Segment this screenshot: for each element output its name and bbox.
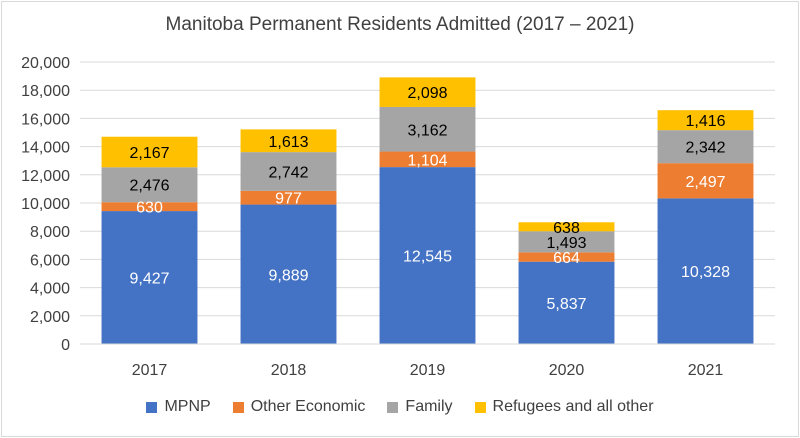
y-tick-label: 16,000	[21, 111, 70, 128]
data-label: 1,493	[546, 235, 586, 252]
legend: MPNP Other Economic Family Refugees and all…	[0, 398, 800, 416]
bar-segment	[518, 222, 615, 232]
y-tick-label: 2,000	[30, 309, 70, 326]
bar-segment	[101, 136, 198, 168]
bar-segment	[240, 204, 337, 344]
data-label: 630	[136, 200, 163, 217]
data-label: 2,098	[407, 85, 447, 102]
bar-segment	[240, 129, 337, 153]
legend-swatch	[146, 401, 158, 413]
y-tick-label: 12,000	[21, 168, 70, 185]
data-label: 3,162	[407, 122, 447, 139]
legend-label: Refugees and all other	[492, 398, 654, 415]
data-label: 5,837	[546, 296, 586, 313]
chart-title: Manitoba Permanent Residents Admitted (2…	[165, 14, 635, 35]
bar-segment	[240, 152, 337, 191]
data-label: 2,497	[685, 174, 725, 191]
bar-segment	[101, 202, 198, 212]
bar-segment	[657, 110, 754, 131]
data-label: 1,613	[268, 134, 308, 151]
y-tick-label: 10,000	[21, 196, 70, 213]
bar-segment	[101, 211, 198, 344]
data-label: 1,416	[685, 113, 725, 130]
data-label: 2,742	[268, 164, 308, 181]
y-tick-label: 14,000	[21, 140, 70, 157]
legend-label: Family	[405, 398, 453, 415]
x-tick-label: 2020	[549, 362, 585, 379]
data-label: 638	[553, 220, 580, 237]
y-tick-label: 6,000	[30, 252, 70, 269]
legend-item: Family	[387, 398, 453, 416]
bar-segment	[657, 198, 754, 344]
legend-item: MPNP	[146, 398, 211, 416]
legend-swatch	[387, 401, 399, 413]
legend-swatch	[474, 401, 486, 413]
bar-segment	[518, 252, 615, 262]
data-labels: 9,427 630 2,476 2,167 9,889 977 2,742 1,613 12,5…	[129, 85, 730, 313]
legend-item: Other Economic	[232, 398, 366, 416]
bar-segment	[379, 151, 476, 168]
x-tick-label: 2019	[410, 362, 446, 379]
bars	[101, 77, 754, 344]
y-tick-label: 20,000	[21, 55, 70, 72]
y-tick-label: 8,000	[30, 224, 70, 241]
axes: 0 2,000 4,000 6,000 8,000 10,000 12,000 14,000 1…	[21, 55, 775, 379]
x-tick-label: 2021	[688, 362, 724, 379]
legend-item: Refugees and all other	[474, 398, 654, 416]
data-label: 2,342	[685, 140, 725, 157]
bar-segment	[518, 261, 615, 344]
data-label: 12,545	[403, 249, 452, 266]
y-tick-label: 18,000	[21, 83, 70, 100]
data-label: 10,328	[681, 264, 730, 281]
data-label: 977	[275, 191, 302, 208]
x-tick-label: 2017	[132, 362, 168, 379]
bar-segment	[101, 167, 198, 203]
legend-swatch	[232, 401, 244, 413]
bar-segment	[657, 130, 754, 164]
data-label: 2,476	[129, 178, 169, 195]
bar-segment	[657, 163, 754, 199]
bar-segment	[518, 231, 615, 253]
bar-segment	[379, 77, 476, 107]
data-label: 1,104	[407, 152, 447, 169]
legend-label: Other Economic	[250, 398, 366, 415]
y-tick-label: 0	[61, 337, 70, 354]
data-label: 2,167	[129, 145, 169, 162]
bar-segment	[379, 167, 476, 344]
x-tick-label: 2018	[271, 362, 307, 379]
data-label: 9,889	[268, 267, 308, 284]
data-label: 9,427	[129, 271, 169, 288]
data-label: 664	[553, 250, 580, 267]
bar-segment	[240, 190, 337, 205]
legend-label: MPNP	[164, 398, 211, 415]
y-tick-label: 4,000	[30, 281, 70, 298]
bar-segment	[379, 106, 476, 152]
